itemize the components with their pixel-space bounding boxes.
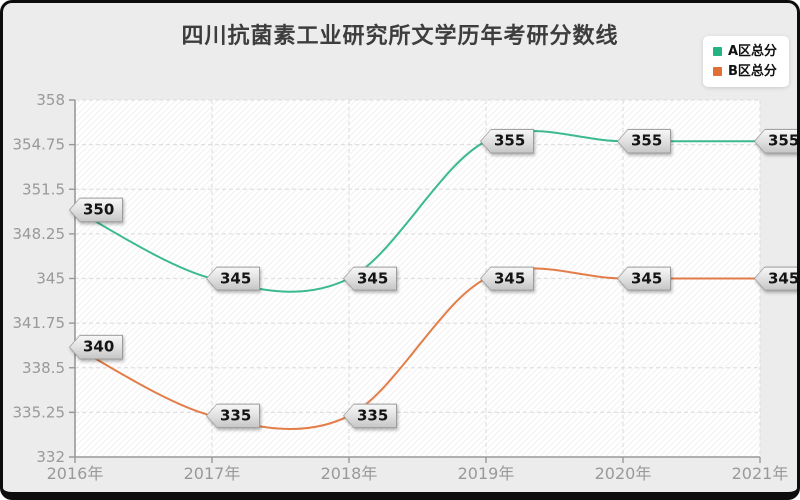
y-tick-label: 345 bbox=[36, 270, 65, 288]
legend-item-label: A区总分 bbox=[727, 44, 777, 59]
legend-item-b[interactable]: B区总分 bbox=[712, 64, 777, 79]
y-tick-label: 348.25 bbox=[13, 225, 66, 243]
chart-title: 四川抗菌素工业研究所文学历年考研分数线 bbox=[181, 24, 619, 49]
x-tick-label: 2020年 bbox=[595, 464, 652, 483]
legend: A区总分 B区总分 bbox=[702, 36, 789, 87]
x-tick-label: 2018年 bbox=[321, 464, 378, 483]
legend-item-a[interactable]: A区总分 bbox=[712, 44, 777, 59]
legend-item-label: B区总分 bbox=[727, 64, 777, 79]
x-tick-label: 2021年 bbox=[732, 464, 789, 483]
y-tick-label: 351.5 bbox=[22, 180, 65, 198]
legend-swatch-icon bbox=[712, 67, 722, 76]
y-tick-label: 335.25 bbox=[13, 403, 66, 421]
y-tick-label: 354.75 bbox=[13, 136, 66, 154]
y-tick-label: 338.5 bbox=[22, 359, 65, 377]
x-tick-label: 2017年 bbox=[184, 464, 241, 483]
chart-canvas: 332 335.25 338.5 341.75 345 348.25 351.5 354.75… bbox=[13, 91, 789, 483]
legend-swatch-icon bbox=[712, 47, 722, 56]
x-tick-label: 2016年 bbox=[47, 464, 104, 483]
y-tick-label: 341.75 bbox=[13, 314, 66, 332]
y-tick-label: 332 bbox=[36, 448, 65, 466]
y-tick-label: 358 bbox=[36, 91, 65, 109]
x-tick-label: 2019年 bbox=[458, 464, 515, 483]
